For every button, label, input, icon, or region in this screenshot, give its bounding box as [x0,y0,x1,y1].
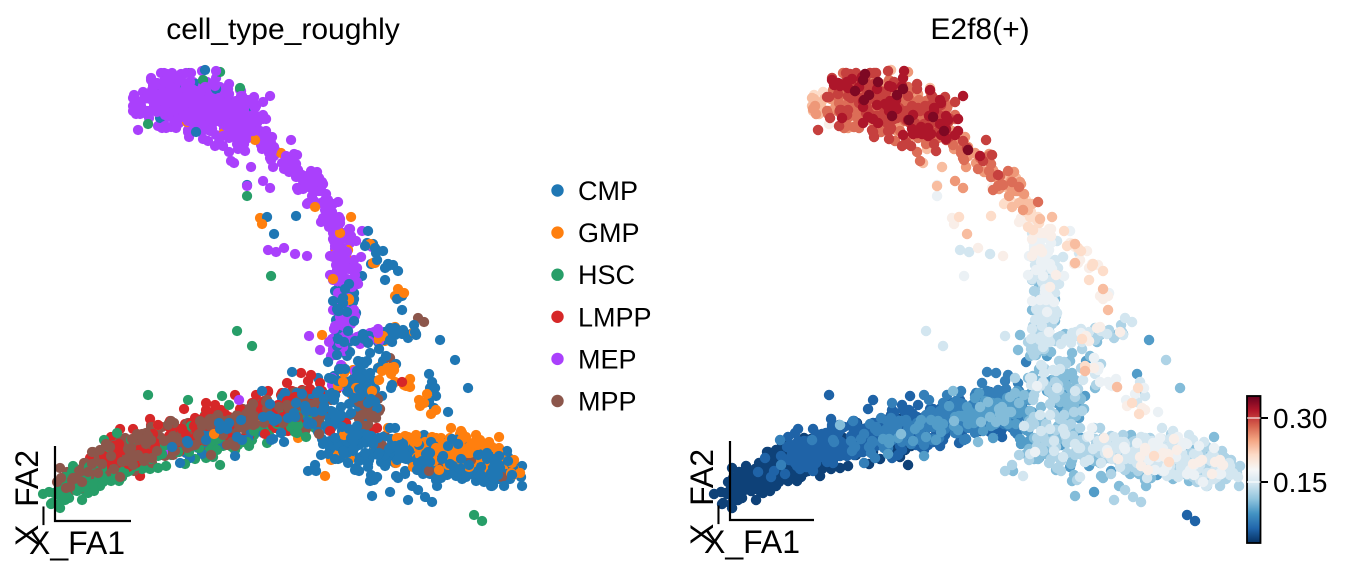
svg-text:MPP: MPP [578,387,637,417]
svg-text:cell_type_roughly: cell_type_roughly [166,13,399,46]
svg-text:X_FA1: X_FA1 [29,525,125,561]
svg-text:CMP: CMP [578,176,638,206]
svg-text:LMPP: LMPP [578,302,652,332]
svg-text:X_FA2: X_FA2 [9,450,45,546]
svg-text:0.15: 0.15 [1273,467,1328,498]
svg-text:E2f8(+): E2f8(+) [930,13,1029,46]
svg-text:X_FA1: X_FA1 [704,524,800,560]
svg-text:X_FA2: X_FA2 [684,449,720,545]
svg-text:MEP: MEP [578,344,637,374]
svg-text:GMP: GMP [578,218,640,248]
svg-text:HSC: HSC [578,260,635,290]
svg-text:0.30: 0.30 [1273,403,1328,434]
